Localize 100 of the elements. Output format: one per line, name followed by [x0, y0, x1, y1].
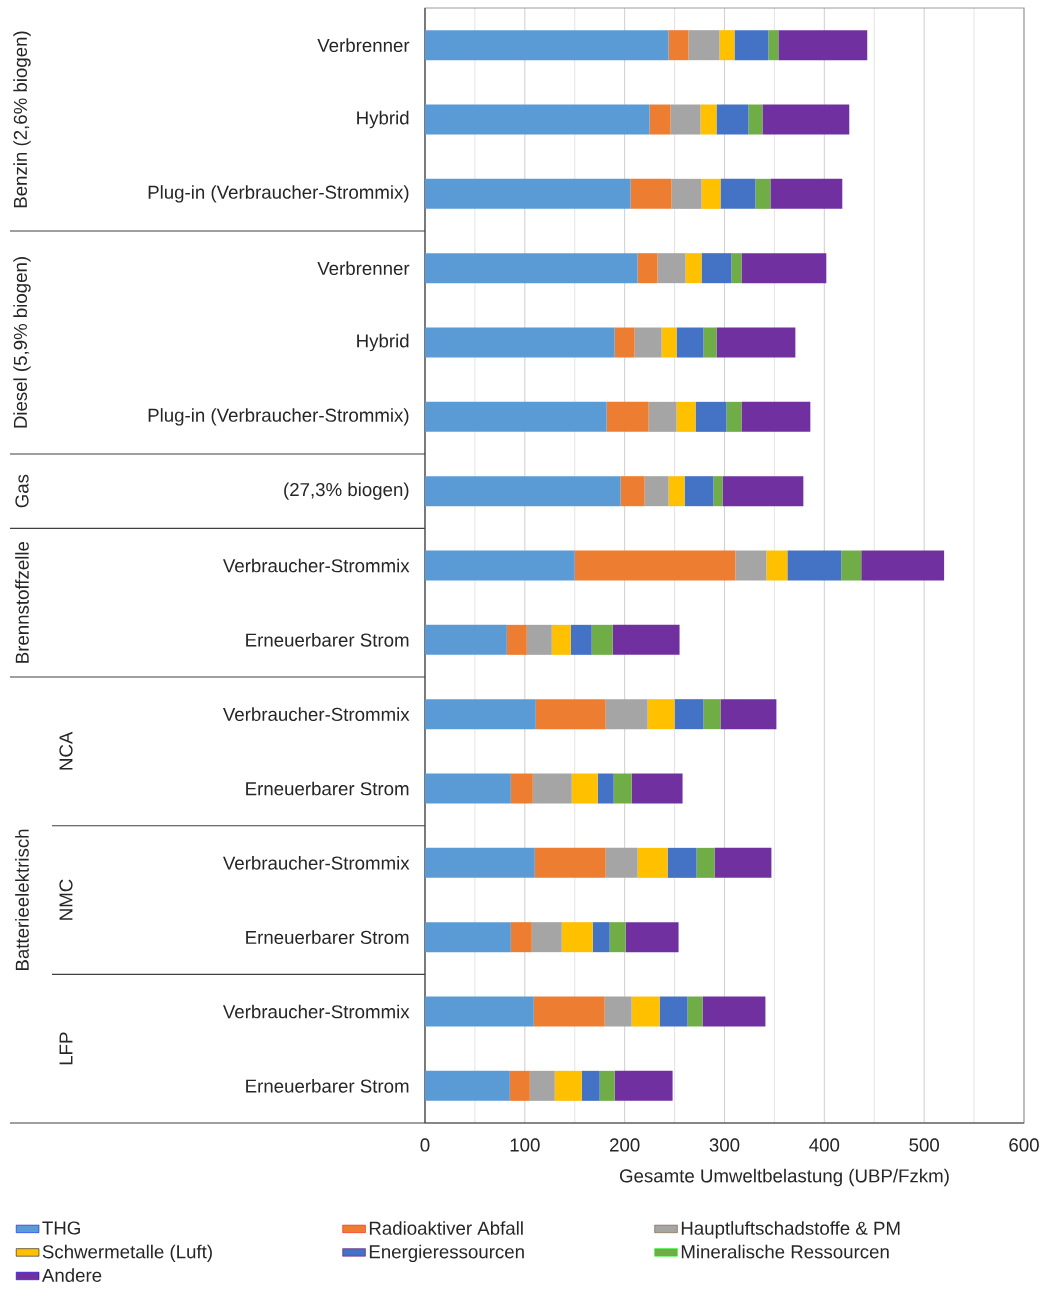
bar [532, 773, 572, 804]
bar [766, 550, 788, 581]
bar [612, 624, 680, 655]
x-tick-label: 100 [510, 1138, 540, 1152]
bar [714, 847, 772, 878]
y-tick-label: Verbraucher-Strommix [222, 855, 410, 870]
bar [631, 996, 660, 1027]
bar [533, 996, 605, 1027]
bar [424, 30, 669, 61]
bar [726, 401, 742, 432]
bar [424, 327, 615, 358]
bar [670, 104, 701, 135]
bar [720, 178, 756, 209]
bar [703, 327, 717, 358]
bar [687, 996, 703, 1027]
y-tick-label: (27,3% biogen) [284, 482, 409, 500]
bar [424, 624, 507, 655]
bar [605, 847, 638, 878]
bar [741, 401, 811, 432]
bar [701, 253, 732, 284]
bar [702, 996, 766, 1027]
bar [424, 699, 536, 730]
bar [688, 30, 720, 61]
bar [716, 327, 796, 358]
bar [614, 1070, 673, 1101]
x-tick-label: 300 [709, 1138, 740, 1152]
bar [644, 476, 669, 507]
bar [592, 922, 610, 953]
bar [597, 773, 614, 804]
bar [535, 699, 606, 730]
bar [755, 178, 771, 209]
x-tick-label: 0 [420, 1138, 430, 1152]
y-tick-label: Verbraucher-Strommix [222, 1004, 410, 1019]
y-tick-label: Erneuerbarer Strom [246, 632, 409, 647]
bar [720, 699, 777, 730]
bar [716, 104, 749, 135]
bar [571, 773, 598, 804]
bar [735, 550, 767, 581]
bar [770, 178, 843, 209]
text: LFP [59, 1032, 73, 1065]
text: NCA [59, 731, 73, 770]
bar [609, 922, 626, 953]
bar [648, 401, 677, 432]
text: Batterieelektrisch [15, 829, 29, 971]
bar [634, 327, 662, 358]
bar [424, 773, 511, 804]
bar [787, 550, 842, 581]
bar [509, 1070, 530, 1101]
bar [722, 476, 804, 507]
text: Diesel (5,9% biogen) [13, 257, 31, 428]
bar [424, 401, 607, 432]
y-tick-label: Verbraucher-Strommix [222, 558, 410, 573]
legend-label: Andere [41, 1268, 102, 1282]
bar [861, 550, 945, 581]
legend-label: Energieressourcen [369, 1244, 524, 1263]
bar [778, 30, 868, 61]
bar [841, 550, 862, 581]
bar [649, 104, 671, 135]
bar [510, 922, 532, 953]
legend-label: Mineralische Ressourcen [681, 1244, 889, 1259]
bar [606, 401, 649, 432]
bar [424, 550, 575, 581]
bar [762, 104, 850, 135]
bar [676, 327, 704, 358]
bar [748, 104, 763, 135]
bar [613, 773, 632, 804]
bar [684, 476, 714, 507]
y-tick-label: Erneuerbarer Strom [246, 930, 409, 945]
bar [631, 773, 683, 804]
bar [659, 996, 688, 1027]
bar [424, 104, 650, 135]
bar [424, 847, 535, 878]
x-axis-title: Gesamte Umweltbelastung (UBP/Fzkm) [619, 1168, 949, 1187]
bar [424, 476, 621, 507]
bar [676, 401, 696, 432]
y-tick-label: Erneuerbarer Strom [246, 1078, 409, 1093]
bar [526, 624, 552, 655]
bar [599, 1070, 615, 1101]
y-tick-label: Erneuerbarer Strom [246, 781, 409, 796]
bar [657, 253, 686, 284]
bar [700, 104, 717, 135]
bar [731, 253, 742, 284]
y-tick-label: Hybrid [357, 110, 409, 129]
bar [604, 996, 632, 1027]
y-tick-label: Verbraucher-Strommix [222, 707, 410, 722]
bar [701, 178, 721, 209]
x-tick-label: 400 [809, 1138, 840, 1152]
bar [768, 30, 779, 61]
bar [424, 1070, 510, 1101]
legend-label: Schwermetalle (Luft) [42, 1244, 212, 1263]
bar [554, 1070, 582, 1101]
x-tick-label: 500 [909, 1138, 939, 1152]
text: Benzin (2,6% biogen) [13, 31, 31, 208]
y-tick-label: Plug-in (Verbraucher-Strommix) [148, 408, 409, 426]
bar [625, 922, 679, 953]
bar [424, 996, 534, 1027]
bar [561, 922, 593, 953]
bar [424, 253, 638, 284]
text: NMC [59, 879, 73, 920]
bar [637, 847, 668, 878]
